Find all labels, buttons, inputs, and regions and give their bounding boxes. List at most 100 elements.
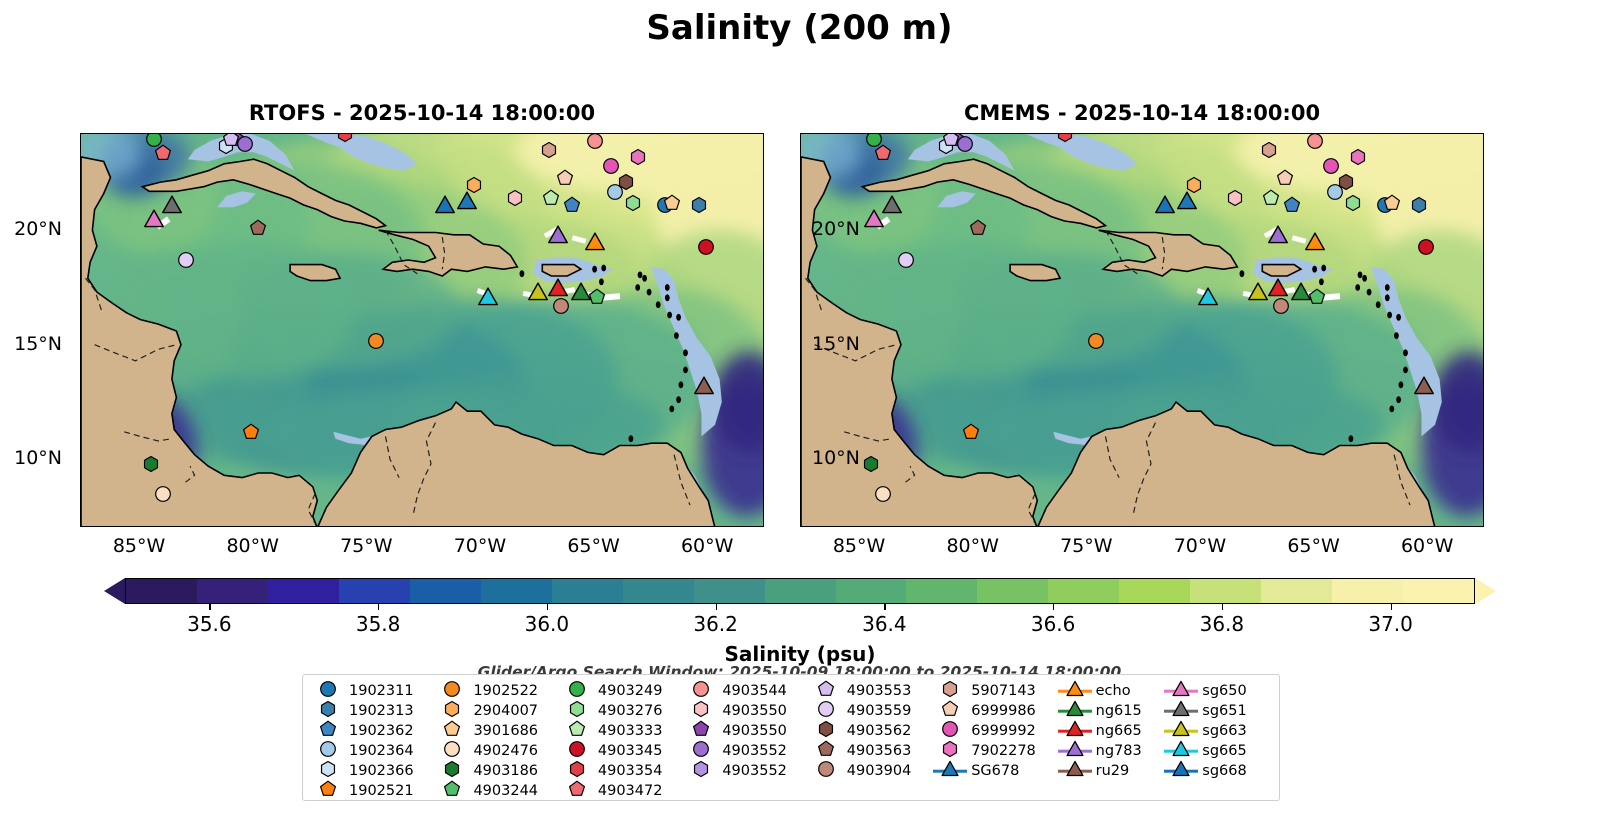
legend-entry[interactable]: 1902311 xyxy=(311,681,435,701)
map-marker-1902522[interactable] xyxy=(1088,332,1105,353)
map-marker-4903562[interactable] xyxy=(1338,174,1355,195)
legend-entry[interactable]: 2904007 xyxy=(435,700,559,721)
legend-entry[interactable]: sg668 xyxy=(1164,760,1271,781)
map-marker-4903550[interactable] xyxy=(507,190,524,211)
map-marker-6999986[interactable] xyxy=(556,169,574,190)
map-marker-4903333[interactable] xyxy=(543,189,560,211)
map-marker-ng665[interactable] xyxy=(1268,277,1289,302)
legend-entry[interactable]: sg651 xyxy=(1164,700,1271,721)
legend-entry[interactable]: sg665 xyxy=(1164,740,1271,761)
map-marker-4903244[interactable] xyxy=(588,288,605,309)
map-marker-4903186[interactable] xyxy=(143,456,160,477)
legend-box[interactable]: 1902311 1902313 1902362 1902364 1902366 19025… xyxy=(302,674,1280,801)
legend-entry[interactable]: 4903563 xyxy=(809,740,933,761)
legend-entry[interactable]: ng615 xyxy=(1057,700,1165,721)
map-marker-1902364[interactable] xyxy=(1327,183,1344,204)
map-marker-sg663[interactable] xyxy=(1247,282,1268,307)
map-marker-sg663[interactable] xyxy=(527,282,548,307)
map-marker-4903472[interactable] xyxy=(874,144,891,165)
legend-entry[interactable]: ru29 xyxy=(1057,760,1165,781)
map-marker-4903904[interactable] xyxy=(552,298,569,319)
legend-entry[interactable]: 3901686 xyxy=(435,720,559,741)
map-marker-echo[interactable] xyxy=(584,232,605,257)
map-marker-4903333[interactable] xyxy=(1263,189,1280,211)
legend-entry[interactable]: 4903552 xyxy=(684,760,808,781)
legend-entry[interactable]: 4902476 xyxy=(435,741,559,761)
map-marker-4903472[interactable] xyxy=(154,144,171,165)
map-marker-sg651[interactable] xyxy=(881,195,902,220)
legend-entry[interactable]: 4903244 xyxy=(435,780,559,801)
map-marker-4903904[interactable] xyxy=(1272,298,1289,319)
map-marker-6999992[interactable] xyxy=(1322,158,1339,179)
map-marker-3901686[interactable] xyxy=(1383,194,1400,216)
map-marker-4903544[interactable] xyxy=(586,134,603,154)
legend-entry[interactable]: 4903904 xyxy=(809,761,933,781)
legend-entry[interactable]: 4903550 xyxy=(684,700,808,721)
legend-entry[interactable]: 6999992 xyxy=(933,721,1057,741)
map-marker-SG678[interactable] xyxy=(1177,190,1198,215)
map-marker-1902362[interactable] xyxy=(1283,196,1300,218)
map-marker-4903276[interactable] xyxy=(1345,194,1362,216)
legend-entry[interactable]: ng665 xyxy=(1057,720,1165,741)
map-marker-4903559[interactable] xyxy=(897,252,914,273)
map-marker-SG678[interactable] xyxy=(457,190,478,215)
map-marker-5907143[interactable] xyxy=(1261,142,1278,163)
map-marker-4903552[interactable] xyxy=(236,135,253,156)
map-marker-3901686[interactable] xyxy=(663,194,680,216)
legend-entry[interactable]: 4903550 xyxy=(684,720,808,741)
map-marker-sg668[interactable] xyxy=(434,195,455,220)
legend-entry[interactable]: 1902313 xyxy=(311,700,435,721)
legend-entry[interactable]: 1902366 xyxy=(311,760,435,781)
map-marker-echo[interactable] xyxy=(1304,232,1325,257)
legend-entry[interactable]: 4903552 xyxy=(684,741,808,761)
map-marker-2904007[interactable] xyxy=(1186,176,1203,197)
legend-entry[interactable]: 1902522 xyxy=(435,681,559,701)
legend-entry[interactable]: 5907143 xyxy=(933,680,1057,701)
map-marker-ng783[interactable] xyxy=(548,225,569,250)
map-marker-1902521[interactable] xyxy=(963,423,980,445)
map-marker-4903553[interactable] xyxy=(942,134,960,151)
map-marker-4903244[interactable] xyxy=(1308,288,1325,309)
legend-entry[interactable]: 4903186 xyxy=(435,760,559,781)
map-marker-4903186[interactable] xyxy=(863,456,880,477)
map-marker-7902278[interactable] xyxy=(1349,149,1366,170)
map-marker-4903354[interactable] xyxy=(336,134,353,147)
map-marker-4903550[interactable] xyxy=(1227,190,1244,211)
legend-entry[interactable]: 1902362 xyxy=(311,720,435,741)
legend-entry[interactable]: 4903562 xyxy=(809,720,933,741)
map-marker-1902313[interactable] xyxy=(691,197,708,218)
map-marker-ru29[interactable] xyxy=(693,376,714,401)
map-marker-5907143[interactable] xyxy=(541,142,558,163)
legend-entry[interactable]: 4903333 xyxy=(560,720,684,741)
legend-entry[interactable]: 4903354 xyxy=(560,760,684,781)
map-marker-4903559[interactable] xyxy=(177,252,194,273)
legend-entry[interactable]: 1902364 xyxy=(311,741,435,761)
map-marker-1902521[interactable] xyxy=(243,423,260,445)
map-marker-6999992[interactable] xyxy=(602,158,619,179)
map-marker-4903354[interactable] xyxy=(1056,134,1073,147)
map-frame-rtofs[interactable] xyxy=(80,133,764,527)
map-marker-4903249[interactable] xyxy=(145,134,162,151)
map-marker-4902476[interactable] xyxy=(154,485,171,506)
map-marker-ng615[interactable] xyxy=(570,282,591,307)
map-marker-1902313[interactable] xyxy=(1411,197,1428,218)
map-frame-cmems[interactable] xyxy=(800,133,1484,527)
map-marker-4903552[interactable] xyxy=(956,135,973,156)
legend-entry[interactable]: 6999986 xyxy=(933,700,1057,721)
map-marker-6999986[interactable] xyxy=(1276,169,1294,190)
legend-entry[interactable]: echo xyxy=(1057,680,1165,701)
map-marker-sg665[interactable] xyxy=(1197,286,1218,311)
legend-entry[interactable]: 4903345 xyxy=(560,741,684,761)
map-marker-1902362[interactable] xyxy=(563,196,580,218)
map-marker-4903249[interactable] xyxy=(865,134,882,151)
legend-entry[interactable]: 1902521 xyxy=(311,780,435,801)
map-marker-ng783[interactable] xyxy=(1268,225,1289,250)
map-marker-ng665[interactable] xyxy=(548,277,569,302)
map-marker-4903345[interactable] xyxy=(697,238,714,259)
legend-entry[interactable]: ng783 xyxy=(1057,740,1165,761)
map-marker-4903345[interactable] xyxy=(1417,238,1434,259)
map-marker-4903563[interactable] xyxy=(250,219,267,241)
map-marker-4902476[interactable] xyxy=(874,485,891,506)
legend-entry[interactable]: 4903249 xyxy=(560,681,684,701)
map-marker-sg650[interactable] xyxy=(143,209,164,234)
